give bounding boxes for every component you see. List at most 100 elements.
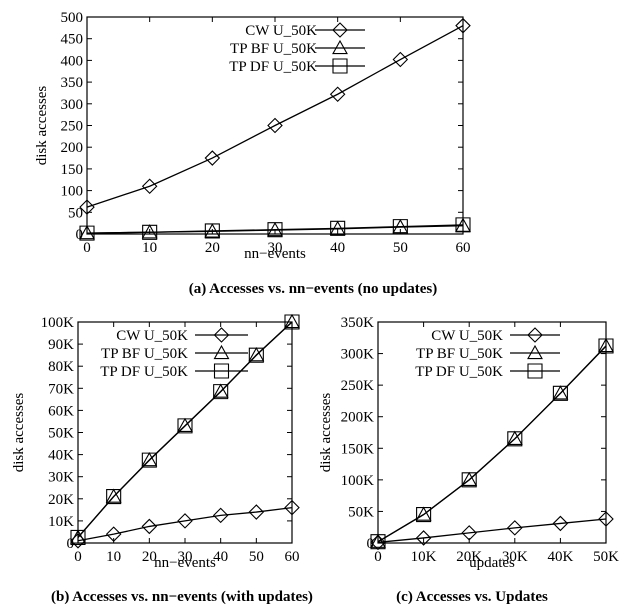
data-point-square [370, 534, 386, 550]
data-point-triangle [552, 385, 569, 400]
data-point-diamond [461, 525, 477, 541]
legend-marker-triangle [213, 344, 230, 360]
x-tick-label: 0 [74, 549, 82, 565]
series-line [86, 25, 464, 208]
x-tick-label: 20 [142, 549, 157, 565]
data-point-diamond [392, 51, 409, 68]
data-point-diamond [248, 504, 265, 520]
data-point-square [507, 431, 523, 447]
y-axis-label: disk accesses [11, 393, 27, 473]
y-tick-label: 30K [48, 470, 74, 486]
series-line [86, 224, 464, 234]
y-tick-label: 250 [61, 119, 84, 135]
x-tick-label: 40 [330, 240, 345, 256]
legend-marker-triangle [332, 39, 348, 55]
chart-0: 0 50 100 150 200 250 300 350 400 450 500 0 10 20 30 40 5… [34, 10, 471, 297]
data-point-square [141, 452, 157, 468]
plot-frame [377, 321, 607, 544]
legend-label: TP BF U_50K [416, 346, 503, 362]
data-point-diamond [79, 199, 95, 215]
legend-label: CW U_50K [116, 328, 188, 344]
chart-caption: (a) Accesses vs. nn−events (no updates) [189, 281, 438, 297]
y-axis-label: disk accesses [34, 86, 50, 166]
y-tick-label: 100 [61, 184, 84, 200]
data-point-square [330, 220, 346, 236]
x-tick-label: 10K [411, 549, 437, 565]
legend-label: TP BF U_50K [230, 41, 317, 57]
data-point-triangle [284, 313, 300, 329]
data-point-square [248, 347, 264, 363]
legend-marker-diamond [213, 327, 230, 343]
data-point-diamond [507, 520, 523, 536]
x-tick-label: 30 [178, 549, 193, 565]
legend-marker-square [332, 58, 348, 74]
y-tick-label: 150K [341, 441, 375, 457]
y-tick-label: 10K [48, 514, 74, 530]
data-point-triangle [370, 533, 386, 548]
legend-marker-diamond [527, 327, 543, 343]
data-point-diamond [141, 518, 158, 535]
x-tick-label: 40 [213, 549, 228, 565]
y-tick-label: 300 [61, 97, 84, 113]
y-tick-label: 0 [67, 536, 75, 552]
y-tick-label: 350 [61, 75, 84, 91]
data-point-triangle [415, 506, 432, 521]
data-point-square [598, 338, 614, 354]
x-tick-label: 40K [547, 549, 573, 565]
series-line [77, 506, 293, 542]
y-tick-label: 40K [48, 448, 74, 464]
data-point-square [177, 418, 193, 434]
legend-label: TP DF U_50K [100, 364, 188, 380]
data-point-diamond [329, 86, 346, 103]
y-tick-label: 0 [367, 536, 375, 552]
y-tick-label: 300K [341, 347, 375, 363]
data-point-triangle [248, 347, 265, 362]
series-line [377, 345, 607, 543]
data-point-square [284, 314, 300, 330]
data-point-diamond [552, 515, 569, 532]
data-point-diamond [598, 511, 614, 527]
x-tick-label: 0 [83, 240, 91, 256]
legend-label: CW U_50K [431, 328, 503, 344]
data-point-square [552, 385, 568, 401]
x-axis-label: nn−events [244, 246, 306, 262]
data-point-square [213, 384, 229, 400]
data-point-triangle [177, 417, 193, 433]
y-tick-label: 200K [341, 410, 375, 426]
y-axis-label: disk accesses [318, 393, 334, 473]
data-point-square [70, 529, 86, 546]
x-tick-label: 50K [593, 549, 619, 565]
data-point-triangle [79, 224, 95, 240]
data-point-triangle [506, 430, 523, 445]
chart-2: 0 50K 100K 150K 200K 250K 300K 350K 0 10K 20K 30K 40… [318, 315, 619, 605]
x-tick-label: 10 [142, 240, 157, 256]
data-point-diamond [177, 513, 193, 529]
legend-marker-triangle [527, 344, 543, 360]
y-tick-label: 450 [61, 32, 84, 48]
data-point-square [455, 217, 471, 233]
data-point-triangle [70, 529, 86, 544]
x-tick-label: 20K [456, 549, 482, 565]
x-tick-label: 50 [249, 549, 264, 565]
legend-label: CW U_50K [245, 23, 317, 39]
legend-marker-square [213, 363, 230, 379]
data-point-square [416, 507, 432, 523]
y-tick-label: 70K [48, 381, 74, 397]
x-tick-label: 30K [502, 549, 528, 565]
y-tick-label: 100K [341, 473, 375, 489]
x-tick-label: 60 [285, 549, 300, 565]
y-tick-label: 50K [348, 504, 374, 520]
data-point-triangle [598, 337, 614, 353]
y-tick-label: 50 [68, 205, 83, 221]
x-axis-label: nn−events [154, 555, 216, 571]
data-point-triangle [212, 383, 229, 398]
chart-caption: (b) Accesses vs. nn−events (with updates… [51, 589, 313, 605]
data-point-square [79, 225, 95, 241]
data-point-diamond [141, 178, 158, 195]
x-tick-label: 30 [268, 240, 283, 256]
x-tick-label: 0 [374, 549, 382, 565]
y-tick-label: 60K [48, 403, 74, 419]
y-tick-label: 50K [48, 426, 74, 442]
y-tick-label: 150 [61, 162, 84, 178]
data-point-diamond [370, 534, 386, 551]
